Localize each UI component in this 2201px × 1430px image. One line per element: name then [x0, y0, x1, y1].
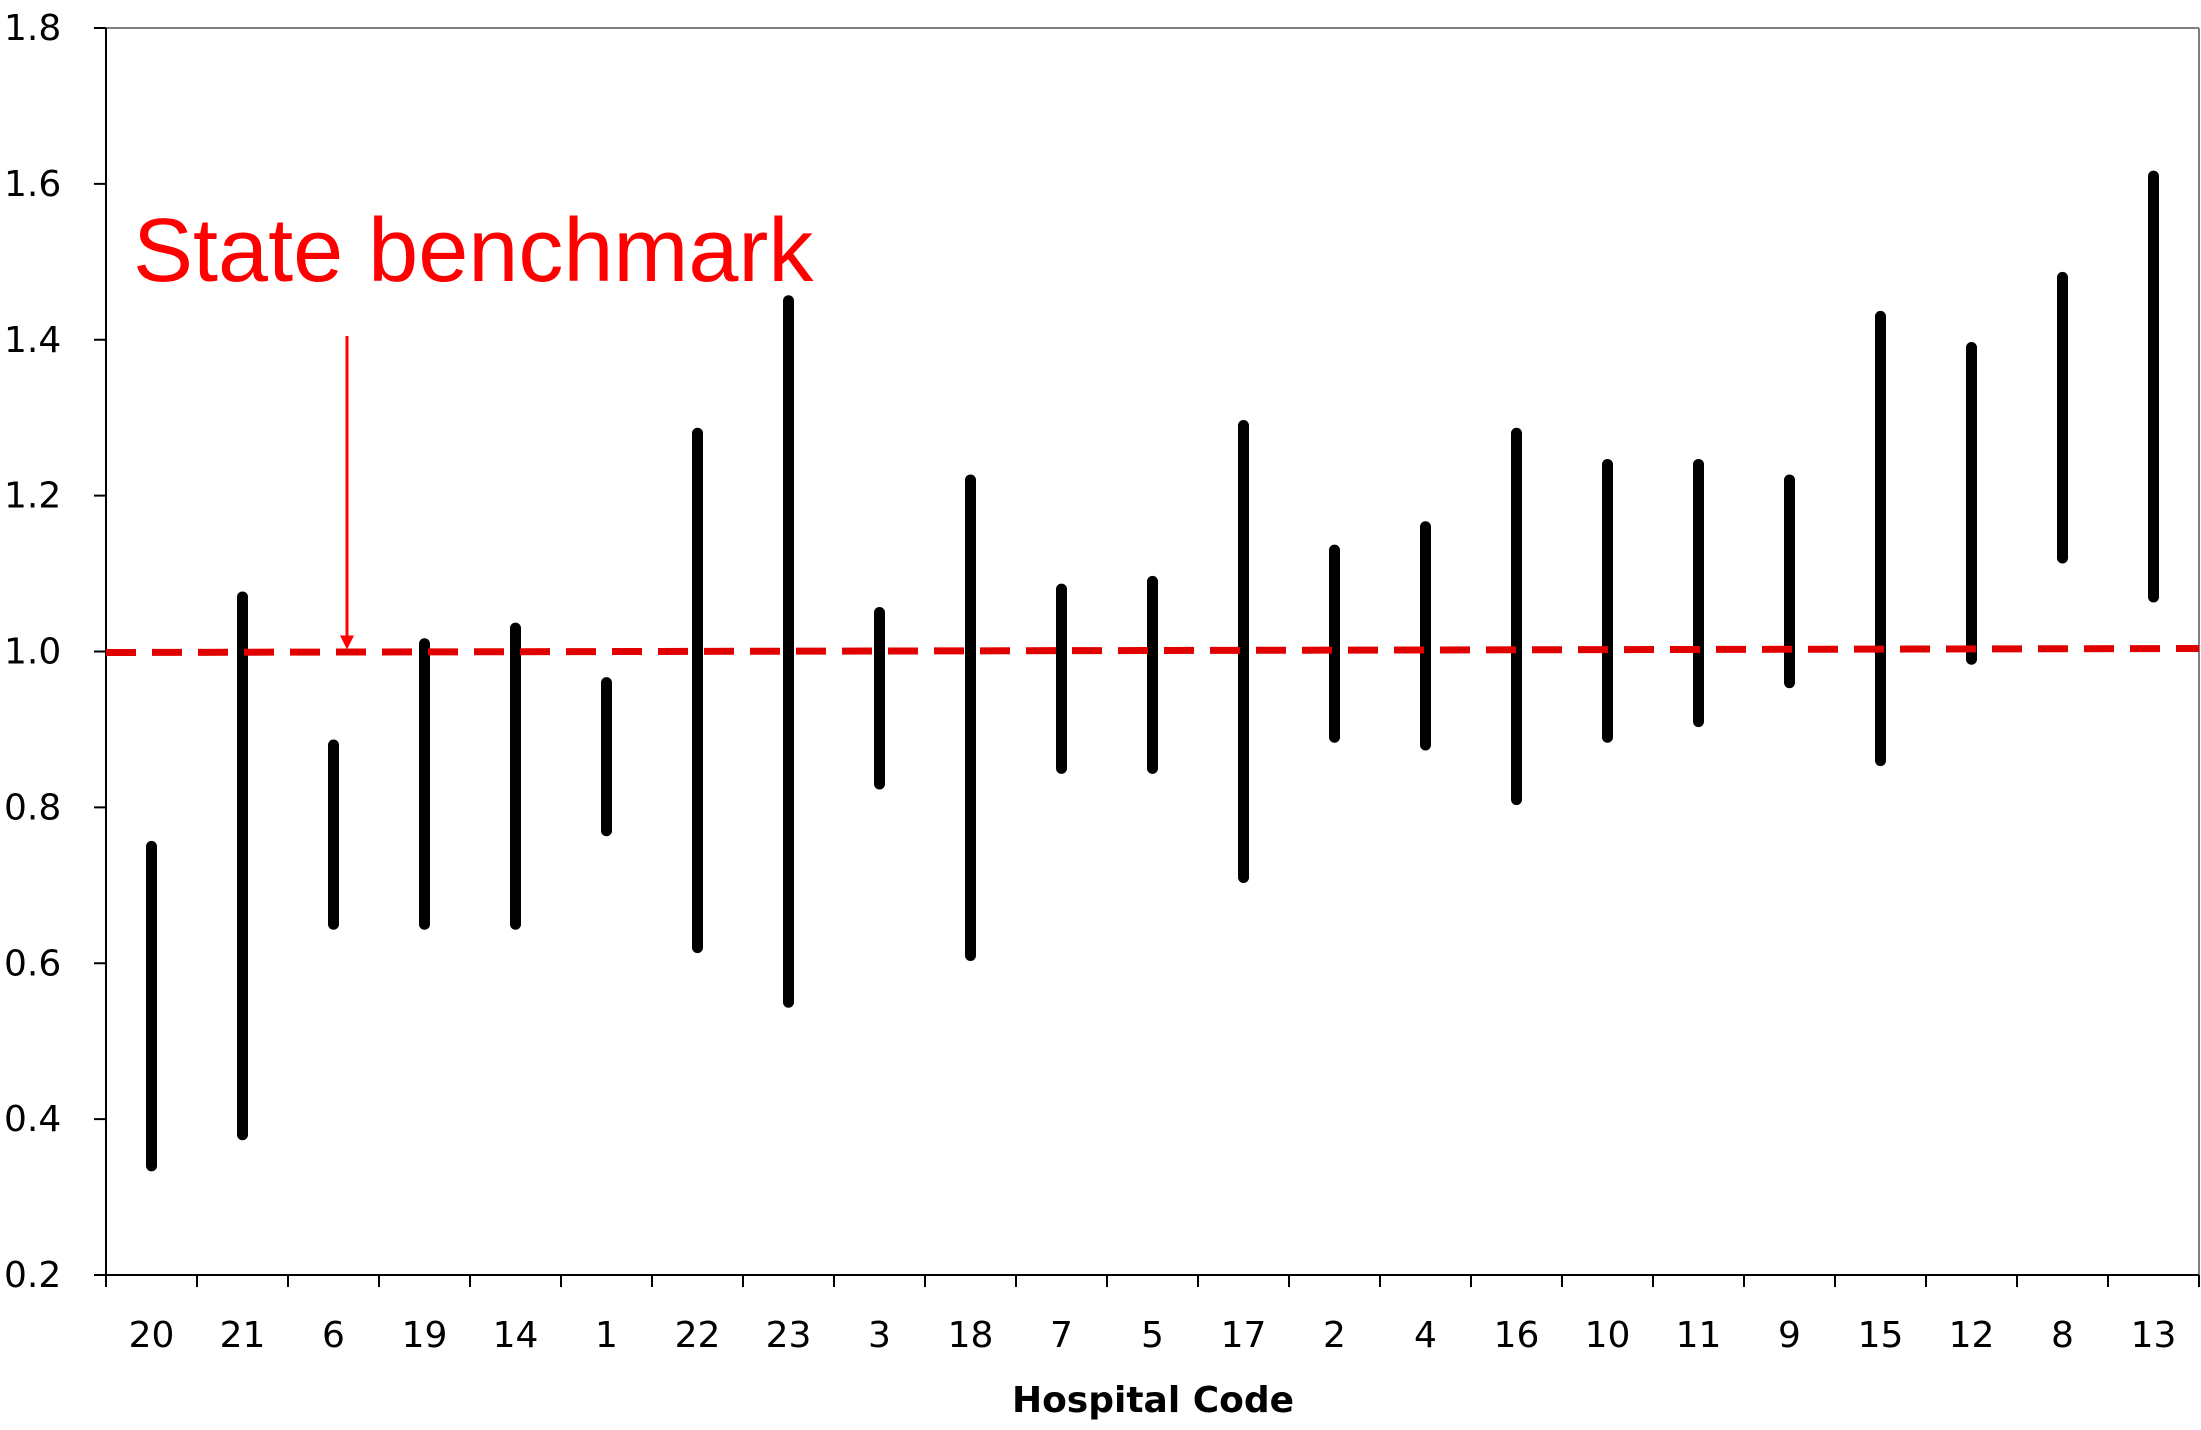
reference-line-group [105, 645, 2200, 656]
x-tick-label: 16 [1494, 1315, 1540, 1356]
x-tick-label: 15 [1858, 1315, 1904, 1356]
x-tick-label: 8 [2051, 1315, 2074, 1356]
intervals [146, 170, 2159, 1172]
x-tick-label: 10 [1585, 1315, 1631, 1356]
x-tick-label: 1 [595, 1315, 618, 1356]
y-tick-label: 1.6 [4, 164, 61, 205]
x-tick-label: 23 [766, 1315, 812, 1356]
x-tick-label: 19 [402, 1315, 448, 1356]
annotation-group: State benchmark [133, 201, 814, 650]
y-tick-label: 0.4 [4, 1099, 61, 1140]
x-tick-label: 12 [1949, 1315, 1995, 1356]
reference-line [105, 645, 2200, 656]
x-tick-label: 3 [868, 1315, 891, 1356]
x-tick-label: 17 [1221, 1315, 1267, 1356]
y-tick-label: 1.4 [4, 320, 61, 361]
x-tick-label: 9 [1778, 1315, 1801, 1356]
x-tick-label: 6 [322, 1315, 345, 1356]
y-tick-label: 1.0 [4, 632, 61, 673]
x-tick-label: 21 [220, 1315, 266, 1356]
x-tick-label: 14 [493, 1315, 539, 1356]
x-tick-label: 2 [1323, 1315, 1346, 1356]
x-tick-label: 20 [129, 1315, 175, 1356]
y-tick-label: 0.2 [4, 1255, 61, 1296]
x-tick-label: 7 [1050, 1315, 1073, 1356]
y-tick-label: 0.6 [4, 943, 61, 984]
y-tick-label: 1.8 [4, 8, 61, 49]
x-tick-label: 4 [1414, 1315, 1437, 1356]
annotation-arrow-head [340, 635, 354, 650]
x-tick-label: 5 [1141, 1315, 1164, 1356]
x-tick-label: 11 [1676, 1315, 1722, 1356]
x-axis: 20 21 6 19 14 1 22 23 3 18 7 5 17 2 4 16 10 11 9 15 12 8 13 [105, 1274, 2200, 1356]
y-axis: 0.2 0.4 0.6 0.8 1.0 1.2 1.4 1.6 1.8 [4, 8, 107, 1296]
x-tick-label: 13 [2131, 1315, 2177, 1356]
annotation-label: State benchmark [133, 201, 814, 301]
x-tick-label: 18 [948, 1315, 994, 1356]
y-tick-label: 0.8 [4, 787, 61, 828]
x-tick-label: 22 [675, 1315, 721, 1356]
x-axis-title: Hospital Code [1012, 1380, 1294, 1421]
y-tick-label: 1.2 [4, 476, 61, 517]
